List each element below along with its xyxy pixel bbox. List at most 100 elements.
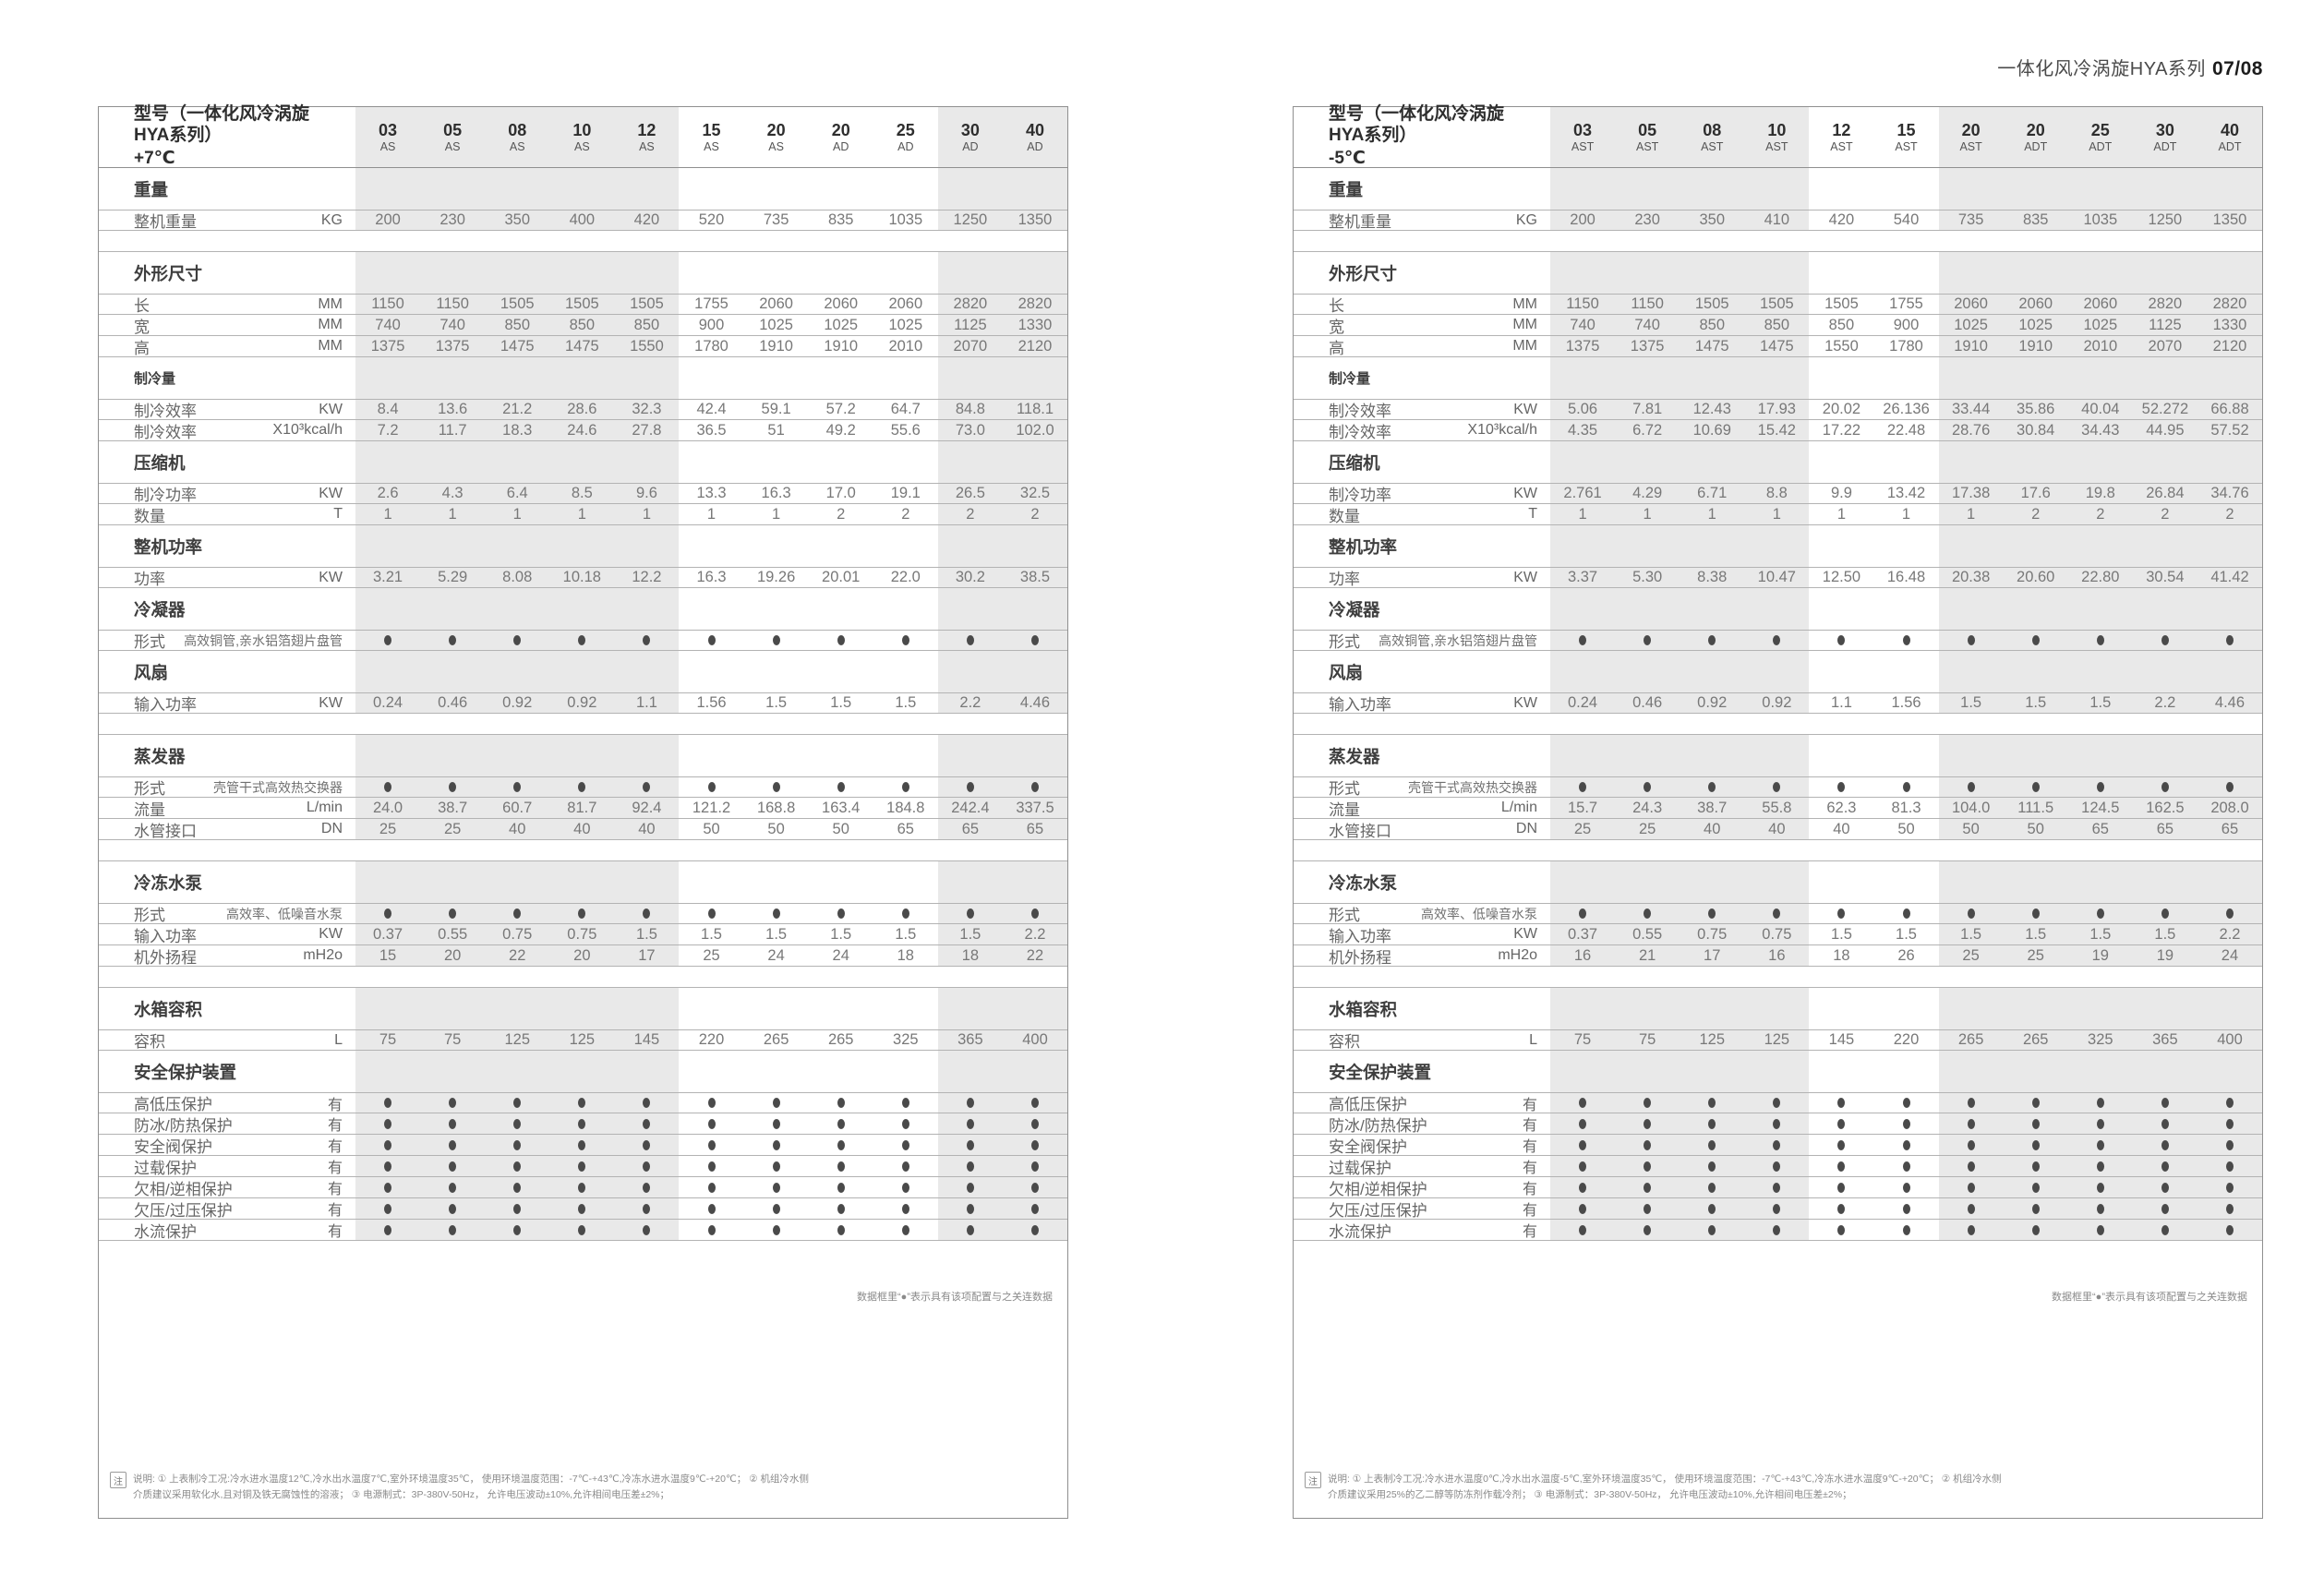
row-label-cell: 输入功率 KW — [1294, 924, 1550, 945]
dot-legend-note: 数据框里“●”表示具有该项配置与之关连数据 — [2052, 1292, 2247, 1303]
config-dot-icon — [1967, 1139, 1975, 1150]
value-cell — [1809, 1220, 1873, 1240]
value-cell — [937, 1093, 1003, 1113]
row-unit: 壳管干式高效热交换器 — [1408, 779, 1537, 795]
value-cell — [1744, 631, 1810, 650]
value-cell — [937, 1177, 1003, 1197]
value-cell: 50 — [1938, 819, 2004, 839]
section-cell — [355, 252, 421, 294]
section-cell — [549, 735, 615, 776]
value-cell — [873, 1177, 938, 1197]
row-label: 过载保护 — [1329, 1159, 1391, 1177]
section-cell — [1615, 357, 1680, 399]
row-cells — [355, 1177, 1068, 1197]
row-label-cell: 冷冻水泵 — [1294, 861, 1550, 903]
table-row: 功率 KW 3.37 5.30 8.38 10.47 12.50 16.48 20.38 20.6… — [1294, 567, 2263, 588]
config-dot-icon — [1644, 1161, 1652, 1172]
section-cell — [355, 357, 421, 399]
section-cell — [873, 651, 938, 692]
value-cell — [2003, 1198, 2068, 1219]
table-row: 长 MM 1150 1150 1505 1505 1505 1755 2060 2060 2060 2… — [1294, 294, 2263, 315]
row-label-cell: 机外扬程 mH2o — [1294, 945, 1550, 967]
value-cell: 19 — [2132, 945, 2198, 966]
row-label: 安全阀保护 — [134, 1137, 212, 1156]
section-cell — [809, 735, 873, 776]
value-cell: 1.5 — [1938, 924, 2004, 944]
config-dot-icon — [2096, 1098, 2104, 1108]
value-cell — [937, 1156, 1003, 1176]
config-dot-icon — [1644, 1203, 1652, 1214]
value-cell — [2067, 1135, 2133, 1155]
model-size-label: 40 — [1025, 120, 1044, 139]
config-dot-icon — [1773, 1139, 1781, 1150]
section-title: 重量 — [134, 179, 169, 199]
config-dot-icon — [1773, 1161, 1781, 1172]
value-cell: 1475 — [1744, 336, 1810, 356]
row-unit: 有 — [327, 1118, 343, 1134]
value-cell — [614, 1093, 680, 1113]
config-dot-icon — [1773, 1224, 1781, 1235]
section-cell — [420, 735, 486, 776]
value-cell — [1744, 1198, 1810, 1219]
value-cell — [1873, 631, 1938, 650]
section-cell — [809, 651, 873, 692]
config-dot-icon — [1644, 1118, 1652, 1129]
value-cell — [1615, 1093, 1680, 1113]
value-cell — [1744, 1220, 1810, 1240]
row-label: 输入功率 — [134, 696, 197, 714]
section-cell — [614, 168, 680, 210]
value-cell: 0.75 — [1744, 924, 1810, 944]
section-cell — [2197, 735, 2263, 776]
value-cell — [614, 1156, 680, 1176]
spacer-row — [1294, 714, 2262, 735]
value-cell — [873, 631, 938, 650]
value-cell: 57.52 — [2197, 420, 2263, 440]
value-cell: 835 — [2003, 211, 2068, 230]
value-cell — [420, 1156, 486, 1176]
value-cell: 50 — [2003, 819, 2068, 839]
row-unit: 高效铜管,亲水铝箔翅片盘管 — [184, 632, 343, 648]
column-header: 12 AS — [614, 107, 680, 167]
value-cell — [1744, 1177, 1810, 1197]
section-cell — [1550, 252, 1616, 294]
section-cell — [1550, 988, 1616, 1029]
value-cell — [2067, 1177, 2133, 1197]
value-cell: 27.8 — [614, 420, 680, 440]
value-cell: 850 — [549, 315, 615, 335]
spacer-row — [99, 840, 1067, 861]
row-cells — [1550, 1113, 2263, 1134]
table-row: 水管接口 DN 25 25 40 40 40 50 50 50 65 65 65 — [1294, 819, 2263, 840]
config-dot-icon — [966, 782, 974, 792]
row-cells — [1550, 357, 2263, 399]
footnote-line: 说明: ① 上表制冷工况:冷水进水温度0℃,冷水出水温度-5℃,室外环境温度35… — [1328, 1474, 2002, 1486]
section-cell — [1002, 651, 1068, 692]
section-cell — [1809, 588, 1873, 630]
value-cell — [2003, 1093, 2068, 1113]
value-cell: 1375 — [1615, 336, 1680, 356]
section-cell — [614, 588, 680, 630]
value-cell — [485, 1093, 550, 1113]
value-cell — [2132, 1093, 2198, 1113]
row-cells — [1550, 441, 2263, 483]
table-row: 水流保护 有 — [1294, 1220, 2263, 1241]
section-cell — [485, 651, 550, 692]
row-cells — [1550, 1135, 2263, 1155]
row-cells — [355, 1220, 1068, 1240]
value-cell: 40 — [485, 819, 550, 839]
config-dot-icon — [1902, 1139, 1910, 1150]
value-cell: 17.22 — [1822, 421, 1861, 439]
section-cell — [485, 525, 550, 567]
config-dot-icon — [1579, 908, 1587, 919]
config-dot-icon — [2225, 1118, 2234, 1129]
value-cell: 24 — [2197, 945, 2263, 966]
value-cell: 11.7 — [420, 420, 486, 440]
value-cell — [355, 1198, 421, 1219]
row-unit: KW — [1513, 694, 1537, 711]
value-cell: 1250 — [2132, 211, 2198, 230]
column-header: 05 AST — [1615, 107, 1680, 167]
row-cells: 0.24 0.46 0.92 0.92 1.1 1.56 1.5 1.5 1.5 2.2 4.46 — [1550, 693, 2263, 713]
section-row: 风扇 — [99, 651, 1068, 692]
config-dot-icon — [384, 1224, 392, 1235]
value-cell: 125 — [1744, 1030, 1810, 1050]
value-cell — [2067, 1198, 2133, 1219]
